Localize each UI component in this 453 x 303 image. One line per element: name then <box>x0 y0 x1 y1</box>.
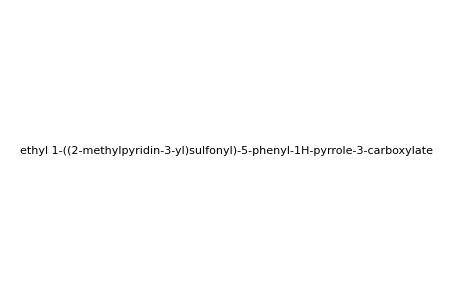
Text: ethyl 1-((2-methylpyridin-3-yl)sulfonyl)-5-phenyl-1H-pyrrole-3-carboxylate: ethyl 1-((2-methylpyridin-3-yl)sulfonyl)… <box>20 146 433 157</box>
